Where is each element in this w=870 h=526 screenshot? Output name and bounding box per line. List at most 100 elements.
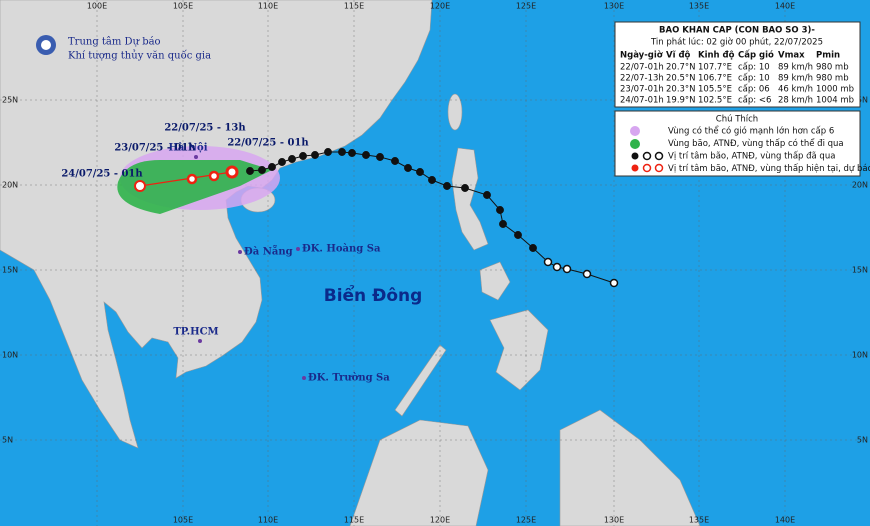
table-cell: 1000 mb [816, 85, 854, 95]
table-cell: 1004 mb [816, 96, 854, 106]
table-cell: 106.7°E [698, 74, 732, 84]
past-point [404, 164, 412, 172]
table-cell: 105.5°E [698, 85, 732, 95]
table-cell: 20.3°N [666, 85, 696, 95]
past-point [268, 163, 276, 171]
legend-item: Vùng bão, ATNĐ, vùng thấp có thể đi qua [668, 138, 844, 149]
table-cell: 102.5°E [698, 96, 732, 106]
past-point [514, 231, 522, 239]
table-cell: cấp: <6 [738, 95, 771, 106]
place-dot [238, 250, 242, 254]
bulletin-box [614, 21, 861, 108]
past-point [552, 262, 562, 272]
lon-label: 105E [173, 2, 193, 11]
table-cell: 89 km/h [778, 63, 813, 73]
lon-label: 105E [173, 516, 193, 525]
forecast-time: 22/07/25 - 13h [164, 123, 246, 134]
bulletin-title: BAO KHAN CAP (CON BAO SO 3)- [659, 26, 815, 36]
lat-label: 15N [2, 266, 18, 275]
column-header: Pmin [816, 51, 840, 61]
place-dot [194, 155, 198, 159]
lon-label: 130E [604, 516, 624, 525]
past-point [338, 148, 346, 156]
table-cell: 107.7°E [698, 63, 732, 73]
column-header: Cấp gió [738, 50, 774, 61]
legend-item: Vị trí tâm bão, ATNĐ, vùng thấp hiện tại… [668, 163, 870, 174]
column-header: Kinh độ [698, 51, 735, 61]
forecast-point [186, 173, 198, 185]
place-label: ĐK. Hoàng Sa [302, 244, 381, 255]
lon-label: 120E [430, 2, 450, 11]
past-point [391, 157, 399, 165]
place-label: Hà Nội [168, 143, 207, 154]
table-cell: 23/07-01h [620, 85, 664, 95]
past-point [496, 206, 504, 214]
past-point [562, 264, 572, 274]
table-cell: 980 mb [816, 74, 849, 84]
lon-label: 140E [775, 2, 795, 11]
table-cell: 980 mb [816, 63, 849, 73]
past-point [258, 166, 266, 174]
lon-label: 115E [344, 2, 364, 11]
lat-label: 10N [852, 351, 868, 360]
legend-icons [630, 126, 664, 173]
sea-name: Biển Đông [324, 284, 423, 306]
track-line [249, 151, 615, 284]
lon-label: 125E [516, 516, 536, 525]
table-cell: 24/07-01h [620, 96, 664, 106]
place-dot [296, 247, 300, 251]
lat-label: 25N [2, 96, 18, 105]
legend-item: Vị trí tâm bão, ATNĐ, vùng thấp đã qua [668, 151, 835, 162]
column-header: Vĩ độ [666, 51, 691, 61]
forecast-time: 23/07/25 - 01h [114, 143, 196, 154]
past-track [246, 148, 619, 288]
lon-label: 115E [344, 516, 364, 525]
org-name: Khí tượng thủy văn quốc gia [68, 51, 211, 62]
table-cell: 20.7°N [666, 63, 696, 73]
forecast-time: 22/07/25 - 01h [227, 138, 309, 149]
past-point [543, 257, 553, 267]
past-point [529, 244, 537, 252]
past-point [483, 191, 491, 199]
table-cell: cấp: 10 [738, 62, 770, 73]
past-point [348, 149, 356, 157]
lon-label: 130E [604, 2, 624, 11]
table-cell: 89 km/h [778, 74, 813, 84]
past-point [311, 151, 319, 159]
table-cell: cấp: 06 [738, 84, 770, 95]
place-label: TP.HCM [173, 327, 218, 338]
legend-title: Chú Thích [716, 115, 758, 125]
past-point [246, 167, 254, 175]
past-point [288, 155, 296, 163]
lon-label: 125E [516, 2, 536, 11]
lat-label: 15N [852, 266, 868, 275]
past-point [278, 158, 286, 166]
table-cell: 20.5°N [666, 74, 696, 84]
lon-label: 120E [430, 516, 450, 525]
lat-label: 20N [852, 181, 868, 190]
place-dot [198, 339, 202, 343]
lat-label: 10N [2, 351, 18, 360]
bulletin-issued: Tin phát lúc: 02 giờ 00 phút, 22/07/2025 [650, 37, 823, 48]
past-point [428, 176, 436, 184]
lon-label: 100E [87, 2, 107, 11]
table-cell: 22/07-01h [620, 63, 664, 73]
past-point [461, 184, 469, 192]
lon-label: 110E [258, 2, 278, 11]
column-header: Vmax [778, 51, 805, 61]
past-point [362, 151, 370, 159]
table-cell: 19.9°N [666, 96, 696, 106]
past-point [299, 152, 307, 160]
logo [36, 35, 56, 55]
legend-item: Vùng có thể có gió mạnh lớn hơn cấp 6 [668, 126, 834, 137]
lon-label: 110E [258, 516, 278, 525]
forecast-point [134, 180, 146, 192]
table-cell: 46 km/h [778, 85, 813, 95]
lat-label: 5N [2, 436, 13, 445]
current-point [225, 165, 239, 179]
lon-label: 135E [689, 516, 709, 525]
past-point [609, 278, 619, 288]
past-point [443, 182, 451, 190]
past-point [376, 153, 384, 161]
